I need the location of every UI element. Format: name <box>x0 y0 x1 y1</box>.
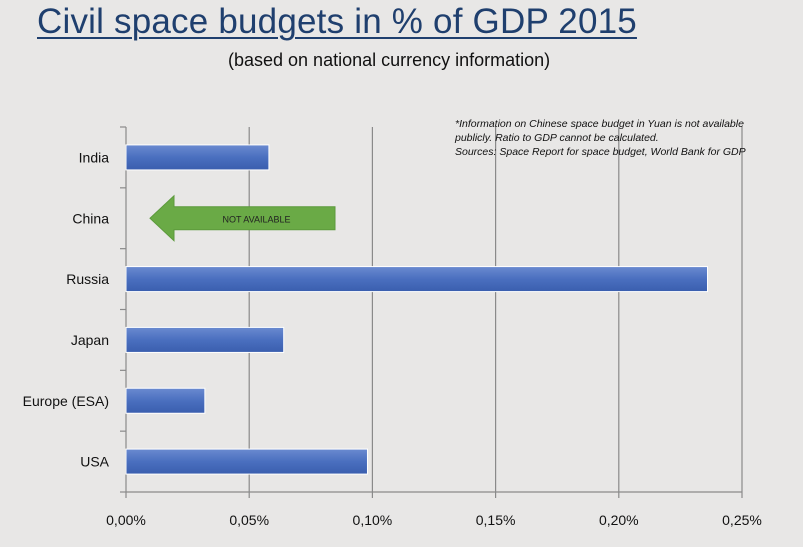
x-tick-label: 0,00% <box>106 512 146 528</box>
bar <box>125 387 206 414</box>
category-label: India <box>79 149 110 165</box>
x-tick-label: 0,15% <box>476 512 516 528</box>
note-line: *Information on Chinese space budget in … <box>455 118 744 130</box>
x-tick-label: 0,10% <box>353 512 393 528</box>
category-label: Japan <box>71 332 109 348</box>
x-tick-label: 0,05% <box>229 512 269 528</box>
note-line: publicly. Ratio to GDP cannot be calcula… <box>455 132 659 144</box>
not-available-arrow <box>149 194 336 242</box>
category-label: USA <box>80 454 109 470</box>
x-tick-label: 0,25% <box>722 512 762 528</box>
category-label: Russia <box>66 271 109 287</box>
bar <box>125 266 709 293</box>
note-line: Sources: Space Report for space budget, … <box>455 146 746 158</box>
chart-title: Civil space budgets in % of GDP 2015 <box>37 2 637 41</box>
category-label: Europe (ESA) <box>23 393 109 409</box>
bar <box>125 326 285 353</box>
chart-subtitle: (based on national currency information) <box>228 50 551 70</box>
category-label: China <box>72 210 109 226</box>
source-note: *Information on Chinese space budget in … <box>455 117 746 159</box>
bar <box>125 144 270 171</box>
bar <box>125 448 368 475</box>
x-tick-label: 0,20% <box>599 512 639 528</box>
annotation-label: NOT AVAILABLE <box>222 214 290 224</box>
